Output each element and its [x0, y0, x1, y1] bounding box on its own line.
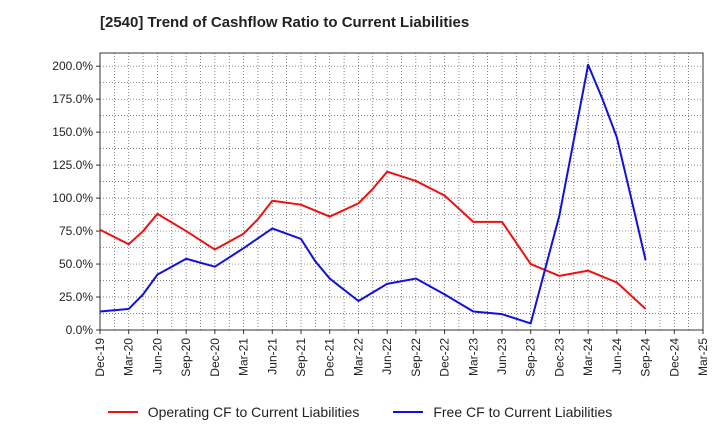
legend-label-operating-cf: Operating CF to Current Liabilities	[147, 404, 360, 420]
x-tick-label: Jun-23	[495, 338, 509, 375]
x-tick-label: Sep-20	[179, 338, 193, 377]
y-tick-label: 25.0%	[59, 290, 93, 304]
grid-lines	[99, 53, 704, 331]
x-tick-label: Jun-20	[150, 338, 164, 375]
y-tick-label: 100.0%	[52, 191, 93, 205]
x-tick-label: Dec-19	[93, 338, 107, 377]
x-tick-label: Sep-24	[639, 338, 653, 377]
chart-title: [2540] Trend of Cashflow Ratio to Curren…	[100, 14, 470, 31]
y-tick-label: 125.0%	[52, 158, 93, 172]
x-tick-label: Mar-25	[696, 338, 710, 376]
x-tick-label: Mar-21	[237, 338, 251, 376]
legend-item-free-cf: Free CF to Current Liabilities	[393, 404, 612, 420]
x-tick-label: Sep-23	[524, 338, 538, 377]
y-tick-label: 50.0%	[59, 257, 93, 271]
x-tick-labels: Dec-19 Mar-20 Jun-20 Sep-20 Dec-20 Mar-21 Jun-…	[93, 330, 710, 377]
x-tick-label: Sep-21	[294, 338, 308, 377]
x-tick-label: Sep-22	[409, 338, 423, 377]
y-tick-label: 150.0%	[52, 125, 93, 139]
y-tick-label: 200.0%	[52, 59, 93, 73]
series-line-free-cf	[99, 63, 647, 325]
x-tick-label: Jun-24	[610, 338, 624, 375]
y-tick-label: 175.0%	[52, 92, 93, 106]
y-tick-label: 0.0%	[66, 323, 94, 337]
x-tick-label: Mar-22	[351, 338, 365, 376]
legend-swatch-blue	[393, 411, 424, 413]
y-tick-labels: 0.0% 25.0% 50.0% 75.0% 100.0% 125.0% 150.0% 175…	[52, 59, 100, 337]
legend-swatch-red	[107, 411, 138, 413]
series-lines	[99, 63, 647, 325]
series-line-operating-cf	[99, 170, 647, 310]
x-tick-label: Mar-23	[466, 338, 480, 376]
x-tick-label: Dec-22	[438, 338, 452, 377]
legend-item-operating-cf: Operating CF to Current Liabilities	[107, 404, 360, 420]
axis-frame	[99, 52, 704, 331]
x-tick-label: Dec-23	[552, 338, 566, 377]
x-tick-label: Dec-21	[323, 338, 337, 377]
x-tick-label: Dec-20	[208, 338, 222, 377]
x-tick-label: Jun-21	[265, 338, 279, 375]
x-tick-label: Mar-24	[581, 338, 595, 376]
legend: Operating CF to Current Liabilities Free…	[0, 404, 720, 420]
plot-area-frame	[99, 52, 704, 331]
x-tick-label: Dec-24	[667, 338, 681, 377]
y-tick-label: 75.0%	[59, 224, 93, 238]
x-tick-label: Mar-20	[122, 338, 136, 376]
x-tick-label: Jun-22	[380, 338, 394, 375]
legend-label-free-cf: Free CF to Current Liabilities	[433, 404, 613, 420]
